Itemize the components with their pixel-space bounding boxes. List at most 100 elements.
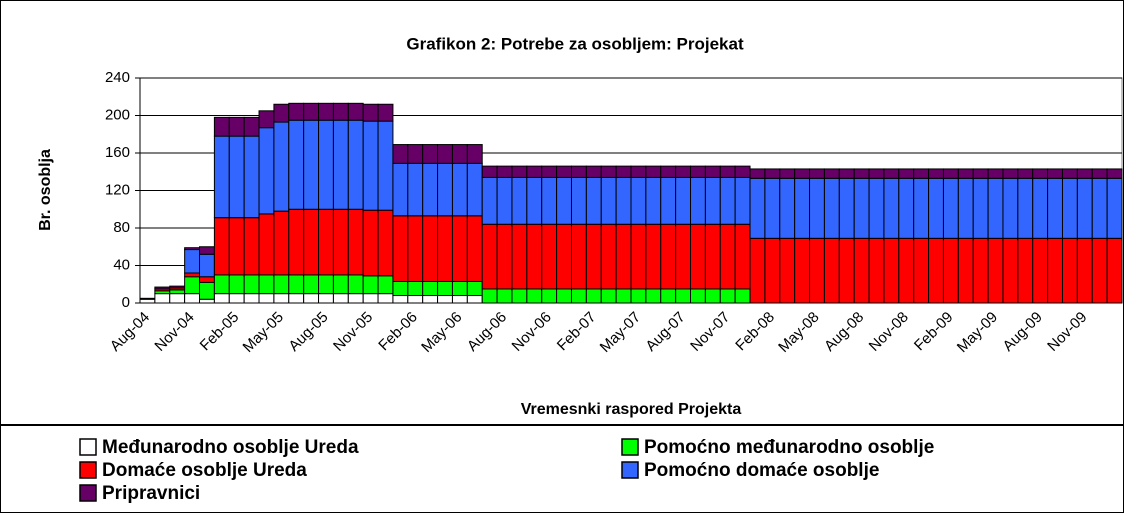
bar-segment [437, 144, 453, 164]
y-tick-label: 240 [105, 69, 130, 86]
bar-segment [318, 102, 334, 121]
bar-segment [318, 119, 334, 210]
legend-label: Međunarodno osoblje Ureda [102, 437, 359, 458]
bar-segment [347, 293, 364, 304]
bar-segment [303, 274, 320, 295]
bar-segment [332, 119, 349, 210]
bar-segment [228, 274, 245, 295]
bar-segment [868, 168, 885, 179]
bar-segment [437, 280, 453, 296]
bar-segment [526, 176, 543, 225]
bar-segment [898, 177, 915, 239]
bar-segment [303, 293, 320, 304]
bar-segment [779, 237, 796, 304]
bar-segment [481, 223, 498, 290]
bar-segment [823, 168, 840, 179]
bar-segment [377, 209, 394, 277]
bar-segment [526, 165, 543, 178]
bar-segment [690, 288, 706, 304]
bar-segment [883, 168, 900, 179]
legend-swatch [79, 438, 97, 456]
bar-segment [1032, 237, 1049, 304]
bar-segment [823, 177, 840, 239]
bar-segment [422, 162, 439, 217]
bar-segment [734, 165, 751, 178]
bar-segment [213, 293, 230, 304]
bar-segment [213, 217, 230, 276]
bar-segment [987, 237, 1004, 304]
bar-segment [332, 274, 349, 295]
bar-segment [719, 176, 736, 225]
bar-segment [228, 135, 245, 219]
bar-segment [511, 176, 528, 225]
bar-segment [392, 280, 409, 296]
bar-segment [362, 120, 379, 211]
bar-segment [451, 162, 468, 217]
bar-segment [303, 208, 320, 276]
bar-segment [645, 165, 662, 178]
bar-segment [288, 274, 305, 295]
bar-segment [362, 103, 379, 122]
legend-label: Domaće osoblje Ureda [102, 460, 307, 481]
bar-segment [437, 162, 453, 217]
bar-segment [675, 165, 692, 178]
bar-segment [1076, 168, 1093, 179]
bar-segment [1047, 168, 1063, 179]
bar-segment [675, 223, 692, 290]
bar-segment [1106, 237, 1123, 304]
bar-segment [318, 208, 334, 276]
bar-segment [318, 274, 334, 295]
bar-segment [288, 119, 305, 210]
bar-segment [184, 249, 201, 274]
bar-segment [1106, 168, 1123, 179]
bar-segment [868, 237, 885, 304]
bar-segment [362, 293, 379, 304]
bar-segment [213, 135, 230, 219]
bar-segment [273, 210, 290, 276]
bar-segment [719, 165, 736, 178]
bar-segment [749, 237, 766, 304]
bar-segment [451, 215, 468, 282]
bar-segment [1032, 168, 1049, 179]
bar-segment [630, 176, 647, 225]
bar-segment [556, 223, 572, 290]
bar-segment [764, 237, 781, 304]
bar-segment [690, 165, 706, 178]
bar-segment [972, 237, 989, 304]
bar-segment [541, 165, 558, 178]
bar-segment [258, 127, 275, 215]
legend-swatch [621, 461, 639, 479]
bar-segment [273, 274, 290, 295]
bar-segment [600, 176, 617, 225]
bar-segment [1002, 237, 1019, 304]
bar-segment [704, 288, 721, 304]
bar-segment [660, 223, 677, 290]
legend-label: Pripravnici [102, 483, 200, 504]
bar-segment [1061, 168, 1078, 179]
bar-segment [392, 162, 409, 217]
bar-segment [466, 144, 483, 164]
bar-segment [630, 288, 647, 304]
bar-segment [942, 177, 959, 239]
bar-segment [898, 237, 915, 304]
chart-title: Grafikon 2: Potrebe za osobljem: Projeka… [406, 34, 744, 53]
bar-segment [228, 293, 245, 304]
bar-segment [957, 168, 974, 179]
bar-segment [496, 288, 513, 304]
bar-segment [1017, 237, 1034, 304]
bar-segment [332, 293, 349, 304]
bar-segment [347, 208, 364, 276]
bar-segment [511, 223, 528, 290]
bar-segment [258, 274, 275, 295]
bar-segment [392, 295, 409, 304]
bar-segment [764, 177, 781, 239]
bar-segment [1091, 237, 1108, 304]
bar-segment [928, 168, 944, 179]
bar-segment [853, 237, 870, 304]
bar-segment [377, 103, 394, 122]
bar-segment [407, 280, 424, 296]
y-tick-label: 0 [122, 294, 130, 311]
bar-segment [288, 208, 305, 276]
bar-segment [556, 165, 572, 178]
bar-segment [273, 121, 290, 212]
